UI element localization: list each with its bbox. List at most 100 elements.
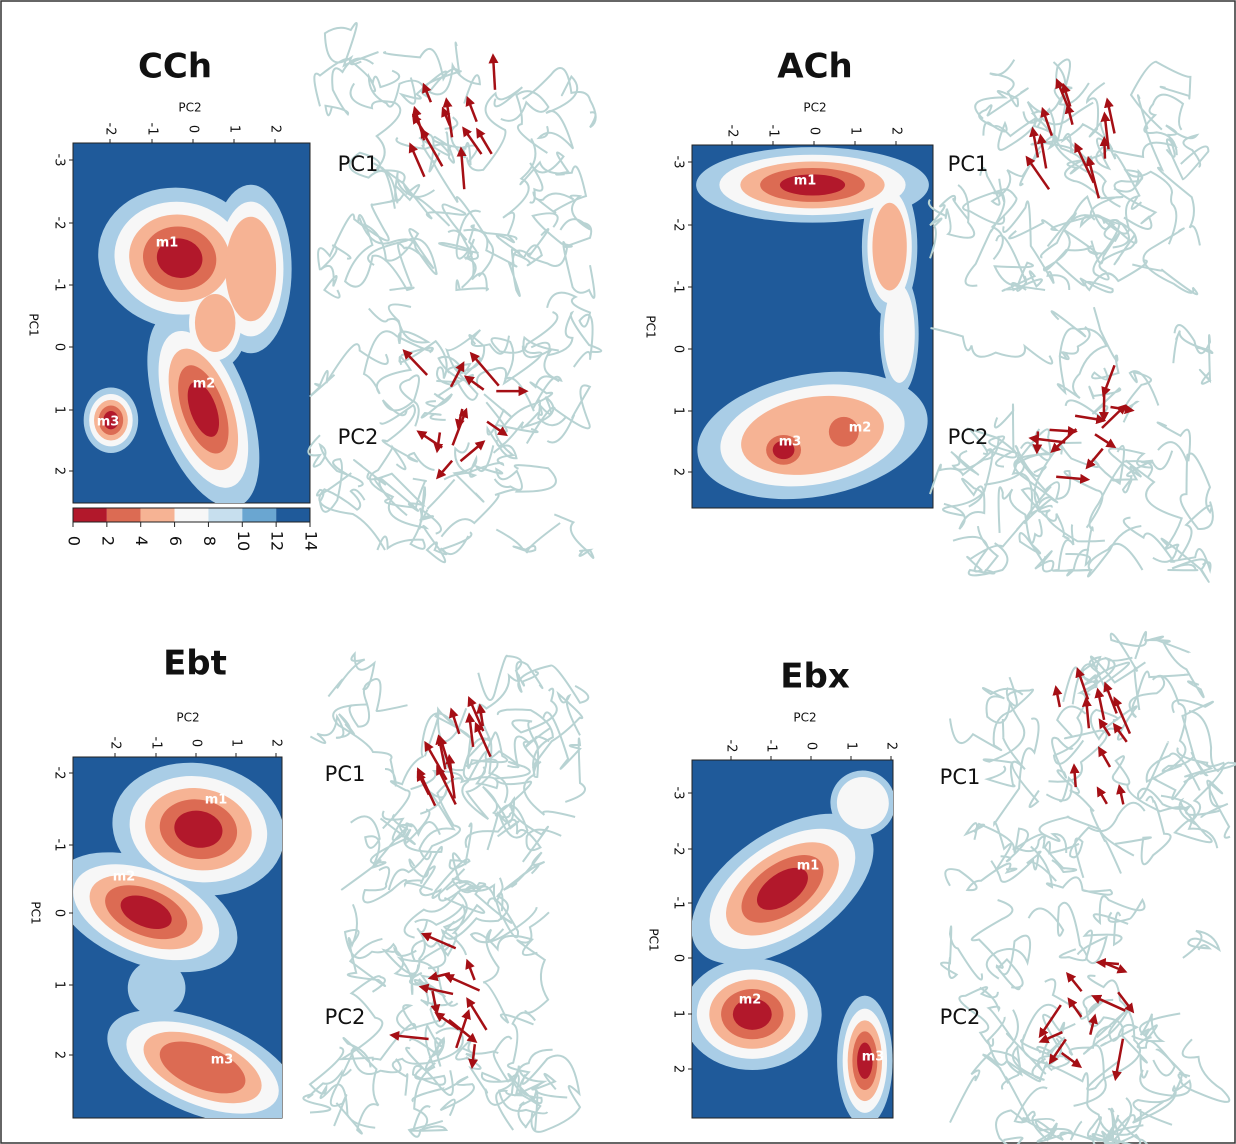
x-tick-label: 0 [186, 125, 201, 133]
protein-backbone [929, 427, 1006, 495]
protein-backbone [1050, 310, 1091, 361]
y-tick-label: -1 [52, 839, 67, 852]
motion-arrow [1113, 696, 1132, 735]
motion-arrow [1091, 994, 1126, 1012]
protein-backbone [1055, 259, 1148, 294]
motion-arrow [1075, 667, 1090, 700]
protein-backbone [1165, 124, 1202, 168]
protein-backbone [338, 975, 386, 1061]
protein-backbone [432, 131, 472, 166]
protein-backbone [1092, 219, 1137, 281]
colorbar-tick-label: 12 [268, 531, 287, 551]
density-contour [756, 867, 808, 910]
y-tick-label: -2 [671, 843, 686, 856]
protein-backbone [943, 477, 986, 530]
y-tick-label: -3 [671, 787, 686, 800]
y-tick-label: -1 [52, 279, 67, 292]
y-axis-label: PC1 [29, 901, 43, 924]
protein-backbone [1042, 1013, 1076, 1070]
motion-arrow [1032, 431, 1043, 455]
protein-backbone [1048, 705, 1108, 783]
protein-backbone [532, 191, 591, 231]
protein-backbone [515, 660, 590, 704]
protein-backbone [983, 403, 1025, 486]
motion-arrow [1101, 364, 1116, 398]
protein-backbone [403, 890, 486, 939]
protein-backbone [332, 703, 397, 787]
motion-arrow [1085, 155, 1101, 199]
motion-arrow [467, 696, 485, 732]
motion-arrow [451, 407, 469, 446]
protein-backbone [1160, 747, 1225, 822]
y-tick-label: 1 [671, 407, 686, 415]
x-tick-label: 2 [268, 125, 283, 133]
protein-backbone [309, 713, 355, 744]
x-axis-label: PC2 [176, 711, 199, 725]
protein-backbone [438, 209, 482, 261]
y-tick-label: 1 [671, 1010, 686, 1018]
motion-arrow [468, 1044, 479, 1070]
panel-title: ACh [777, 47, 852, 87]
x-tick-label: 0 [804, 742, 819, 750]
protein-backbone [1129, 60, 1192, 131]
colorbar-tick-label: 4 [132, 536, 151, 546]
protein-backbone [423, 706, 470, 757]
motion-arrow [436, 459, 454, 480]
motion-arrow [1098, 746, 1112, 768]
protein-backbone [469, 906, 538, 957]
colorbar-segment [242, 508, 277, 522]
protein-backbone [329, 1047, 402, 1127]
protein-backbone [981, 676, 1024, 724]
protein-backbone [967, 525, 1009, 577]
x-tick-label: -2 [725, 125, 740, 138]
x-tick-label: -1 [145, 123, 160, 136]
protein-backbone [1173, 324, 1212, 385]
protein-backbone [986, 1016, 1063, 1083]
landscape [73, 762, 282, 1118]
protein-backbone [461, 750, 499, 821]
motion-arrow [1094, 687, 1106, 721]
motion-arrow [1088, 1013, 1098, 1036]
protein-backbone [1088, 1097, 1142, 1144]
protein-backbone [440, 464, 557, 538]
motion-arrow [1081, 696, 1092, 729]
protein-backbone [1160, 537, 1210, 583]
motion-arrow [488, 53, 499, 90]
protein-backbone [317, 198, 401, 271]
colorbar-segment [73, 508, 107, 522]
motion-arrow [1028, 434, 1066, 445]
density-contour [127, 959, 186, 1017]
protein-backbone [421, 137, 495, 278]
motion-arrow [449, 361, 465, 388]
protein-backbone [396, 943, 451, 995]
protein-backbone [474, 445, 523, 491]
protein-backbone [376, 507, 442, 551]
protein-backbone [1143, 93, 1185, 156]
minimum-label: m3 [97, 415, 120, 430]
motion-arrow [1074, 414, 1107, 425]
x-tick-label: 2 [889, 127, 904, 135]
protein-backbone [1046, 195, 1138, 266]
y-tick-label: 2 [52, 1051, 67, 1059]
protein-backbone [427, 41, 481, 104]
protein-backbone [1145, 674, 1201, 791]
structure-label: PC2 [948, 425, 989, 449]
panel-title: Ebt [163, 644, 227, 684]
protein-backbone [483, 393, 518, 460]
protein-backbone [1065, 460, 1154, 567]
protein-backbone [982, 1053, 1094, 1141]
protein-backbone [1000, 827, 1046, 863]
motion-arrow [443, 974, 481, 992]
protein-backbone [495, 138, 537, 254]
minimum-label: m2 [113, 870, 136, 885]
motion-arrow [402, 349, 429, 376]
y-tick-label: 1 [52, 981, 67, 989]
x-tick-label: -1 [764, 740, 779, 753]
protein-backbone [447, 229, 489, 292]
protein-backbone [532, 690, 584, 769]
y-tick-label: -1 [671, 281, 686, 294]
protein-backbone [1161, 699, 1214, 773]
protein-backbone [1079, 214, 1121, 265]
protein-backbone [1018, 456, 1104, 529]
